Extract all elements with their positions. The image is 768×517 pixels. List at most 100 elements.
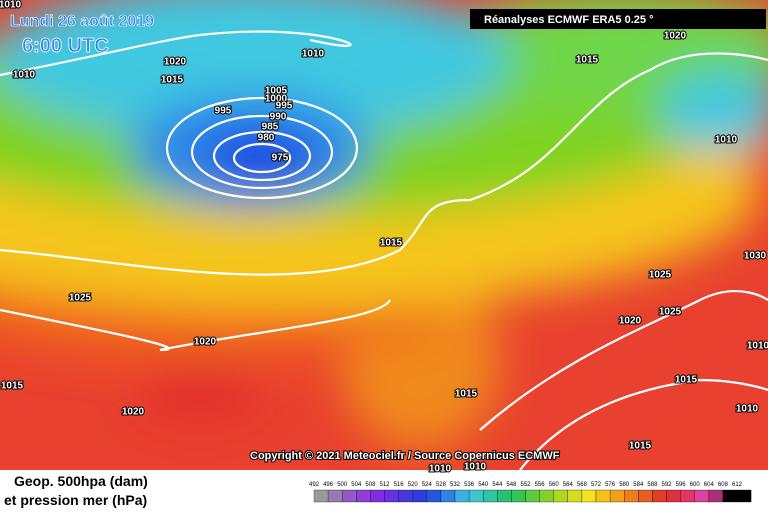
scale-swatch (680, 489, 695, 503)
scale-swatch (708, 489, 724, 503)
isobar-label: 1015 (455, 389, 478, 400)
isobar-label: 985 (262, 122, 279, 133)
scale-label: 596 (676, 482, 687, 488)
scale-swatch (327, 489, 343, 503)
isobar-label: 980 (258, 133, 275, 144)
scale-label: 532 (450, 482, 461, 488)
scale-label: 588 (647, 482, 658, 488)
scale-label: 512 (379, 482, 390, 488)
scale-swatch (440, 489, 456, 503)
scale-swatch (313, 489, 329, 503)
isobar-label: 995 (276, 101, 293, 112)
scale-swatch (666, 489, 681, 503)
copyright: Copyright © 2021 Meteociel.fr / Source C… (250, 450, 560, 462)
isobar-label: 1015 (629, 441, 652, 452)
scale-swatch (483, 489, 498, 503)
scale-label: 536 (464, 482, 475, 488)
scale-swatch (525, 489, 540, 503)
scale-swatch (426, 489, 442, 503)
scale-swatch (497, 489, 512, 503)
scale-label: 516 (394, 482, 405, 488)
isobar-label: 1010 (13, 70, 36, 81)
scale-swatch (652, 489, 667, 503)
date: Lundi 26 août 2019 (10, 13, 154, 30)
scale-label: 600 (690, 482, 701, 488)
time: 6:00 UTC (22, 35, 109, 57)
scale-swatch (356, 489, 371, 503)
scale-label: 560 (549, 482, 560, 488)
scale-swatch (638, 489, 653, 503)
isobar (519, 378, 768, 471)
isobar-label: 1010 (302, 49, 325, 60)
scale-label: 496 (323, 482, 334, 488)
scale-label: 540 (478, 482, 489, 488)
scale-swatch (722, 489, 738, 503)
scale-label: 572 (591, 482, 602, 488)
scale-swatch (609, 489, 625, 503)
scale-label: 584 (633, 482, 644, 488)
isobar-label: 1010 (715, 135, 738, 146)
scale-label: 520 (408, 482, 419, 488)
scale-swatch (511, 489, 526, 503)
scale-swatch (553, 489, 568, 503)
isobar-label: 1020 (664, 31, 687, 42)
source: Réanalyses ECMWF ERA5 0.25 ° (484, 14, 653, 26)
scale-label: 580 (619, 482, 630, 488)
isobar (232, 142, 292, 174)
scale-label: 576 (605, 482, 616, 488)
scale-label: 508 (365, 482, 376, 488)
scale-label: 556 (535, 482, 546, 488)
isobar-label: 1015 (675, 375, 698, 386)
scale-label: 524 (422, 482, 433, 488)
scale-label: 500 (337, 482, 348, 488)
scale-swatch (412, 489, 427, 503)
isobar-label: 975 (272, 153, 289, 164)
scale-swatch (567, 489, 583, 503)
isobar-label: 1010 (0, 0, 22, 11)
isobar (0, 52, 768, 276)
isobar-label: 1010 (736, 404, 759, 415)
scale-label: 592 (661, 482, 672, 488)
isobar-label: 1010 (464, 462, 487, 473)
isobar (479, 290, 768, 431)
isobars (0, 30, 768, 471)
isobar-label: 1010 (747, 341, 768, 352)
scale-label: 608 (718, 482, 729, 488)
scale-swatch (595, 489, 611, 503)
isobar-label: 1015 (576, 55, 599, 66)
isobar-label: 1015 (161, 75, 184, 86)
isobar-label: 1015 (380, 238, 403, 249)
scale-swatch (468, 489, 484, 503)
scale-label: 612 (732, 482, 743, 488)
isobar-label: 995 (215, 106, 232, 117)
isobar-labels: 1010101010201015101099510051000995990985… (0, 0, 768, 476)
isobar-label: 1005 (265, 86, 288, 97)
isobar (165, 96, 359, 200)
isobar (190, 114, 334, 190)
isobar (212, 130, 312, 182)
scale-swatch (736, 489, 752, 503)
scale-swatch (454, 489, 470, 503)
scale-swatch (398, 489, 413, 503)
isobar-label: 1025 (659, 307, 682, 318)
scale-swatch (624, 489, 639, 503)
isobar-label: 1020 (619, 316, 642, 327)
isobar-label: 1025 (649, 270, 672, 281)
isobar-label: 1020 (164, 57, 187, 68)
scale-label: 544 (492, 482, 503, 488)
isobar-label: 1010 (429, 464, 452, 475)
color-scale: 492 496 500 504 508 512 516 520 524 528 532 536 540 5… (309, 482, 752, 503)
legend-title: et pression mer (hPa) (4, 492, 147, 508)
isobar-label: 1015 (1, 381, 24, 392)
legend-title: Geop. 500hpa (dam) (14, 473, 148, 489)
scale-swatch (342, 489, 357, 503)
scale-swatch (384, 489, 399, 503)
source-box (470, 9, 766, 29)
scale-label: 548 (506, 482, 517, 488)
isobar (0, 30, 352, 77)
scale-swatch (694, 489, 709, 503)
scale-label: 568 (577, 482, 588, 488)
isobar-label: 1020 (194, 337, 217, 348)
